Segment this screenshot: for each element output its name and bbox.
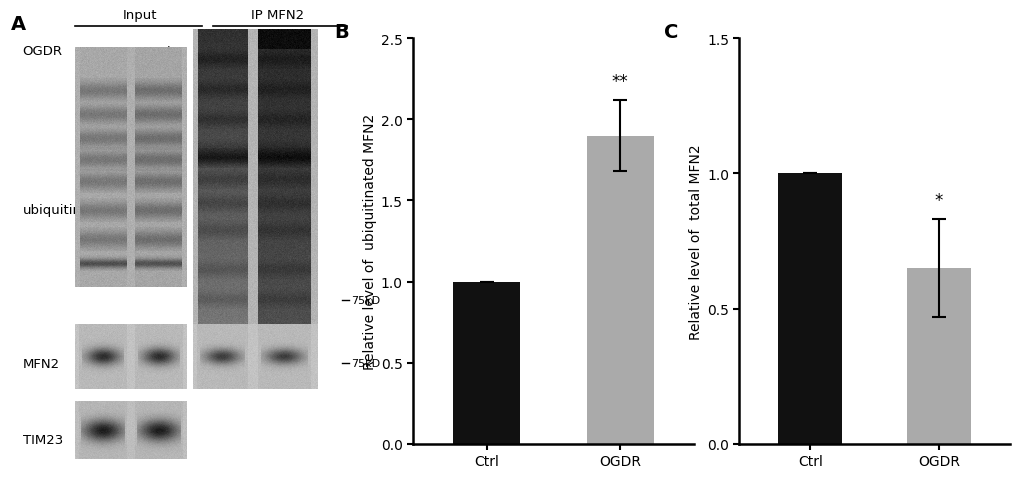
Bar: [586, 136, 653, 444]
Text: +: +: [162, 44, 173, 58]
Text: **: **: [611, 73, 628, 91]
Text: TIM23: TIM23: [22, 433, 63, 446]
Text: −: −: [237, 44, 249, 58]
Text: IP MFN2: IP MFN2: [251, 9, 304, 22]
Y-axis label: Relative level of  total MFN2: Relative level of total MFN2: [688, 144, 702, 339]
Bar: [452, 282, 520, 444]
Text: +: +: [300, 44, 311, 58]
Text: ubiquitin: ubiquitin: [22, 203, 82, 216]
Text: *: *: [933, 191, 943, 209]
Bar: [906, 268, 970, 444]
Text: B: B: [334, 23, 348, 42]
Text: −: −: [102, 44, 113, 58]
Text: OGDR: OGDR: [22, 45, 62, 58]
Text: 75kD: 75kD: [351, 359, 380, 368]
Text: Input: Input: [122, 9, 157, 22]
Text: A: A: [11, 15, 26, 34]
Text: 75kD: 75kD: [351, 295, 380, 305]
Y-axis label: Relative level of  ubiquitinated MFN2: Relative level of ubiquitinated MFN2: [362, 114, 376, 369]
Text: MFN2: MFN2: [22, 357, 60, 370]
Text: C: C: [663, 23, 678, 42]
Bar: [777, 174, 842, 444]
